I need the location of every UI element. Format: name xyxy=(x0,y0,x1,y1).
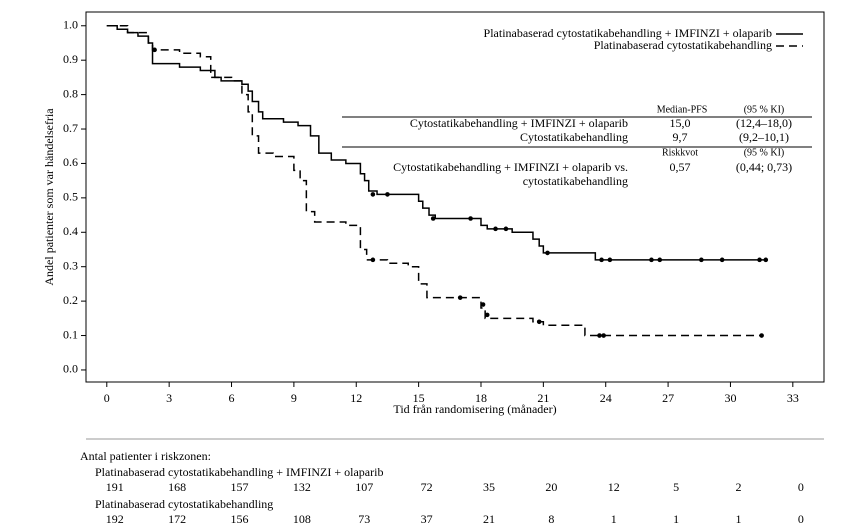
censor-mark xyxy=(536,319,542,325)
risk-count: 72 xyxy=(421,480,433,494)
risk-count: 132 xyxy=(293,480,311,494)
risk-count: 20 xyxy=(545,480,557,494)
x-axis-title: Tid från randomisering (månader) xyxy=(393,402,556,416)
risk-count: 5 xyxy=(673,480,679,494)
censor-mark xyxy=(649,257,654,263)
table-cell: (0,44; 0,73) xyxy=(736,160,792,174)
table-header: Riskkvot xyxy=(662,147,698,158)
y-tick-label: 1.0 xyxy=(63,18,78,32)
x-tick-label: 30 xyxy=(724,391,736,405)
risk-count: 35 xyxy=(483,480,495,494)
censor-mark xyxy=(757,257,762,263)
y-tick-label: 0.0 xyxy=(63,362,78,376)
legend-label: Platinabaserad cytostatikabehandling xyxy=(594,38,772,52)
censor-mark xyxy=(657,257,663,263)
km-curve xyxy=(106,25,766,261)
censor-mark xyxy=(759,333,764,338)
risk-count: 192 xyxy=(106,512,124,526)
censor-mark xyxy=(763,257,769,263)
risk-count: 168 xyxy=(168,480,186,494)
risk-count: 1 xyxy=(673,512,679,526)
censor-mark xyxy=(370,192,376,197)
risk-group-name: Platinabaserad cytostatikabehandling + I… xyxy=(95,465,383,479)
censor-mark xyxy=(545,250,550,256)
y-tick-label: 0.8 xyxy=(63,86,78,100)
table-cell: Cytostatikabehandling + IMFINZI + olapar… xyxy=(410,116,628,130)
x-tick-label: 24 xyxy=(600,391,612,405)
risk-count: 73 xyxy=(358,512,370,526)
y-tick-label: 0.5 xyxy=(63,190,78,204)
risk-count: 1 xyxy=(735,512,741,526)
x-tick-label: 6 xyxy=(229,391,235,405)
censor-mark xyxy=(719,257,725,263)
y-tick-label: 0.2 xyxy=(63,293,78,307)
censor-mark xyxy=(370,257,376,263)
table-header: Median-PFS xyxy=(657,104,708,115)
risk-count: 0 xyxy=(798,512,804,526)
risk-group-name: Platinabaserad cytostatikabehandling xyxy=(95,497,273,511)
table-cell: (9,2–10,1) xyxy=(739,130,789,144)
table-header: (95 % KI) xyxy=(744,104,785,115)
risk-count: 2 xyxy=(735,480,741,494)
censor-mark xyxy=(607,257,613,263)
censor-mark xyxy=(468,216,473,221)
censor-mark xyxy=(503,226,509,232)
censor-mark xyxy=(457,295,463,300)
x-tick-label: 12 xyxy=(350,391,362,405)
y-tick-label: 0.7 xyxy=(63,121,78,135)
censor-mark xyxy=(699,257,704,263)
y-axis-title: Andel patienter som var händelsefria xyxy=(42,108,56,286)
censor-mark xyxy=(385,192,390,197)
risk-count: 156 xyxy=(231,512,249,526)
risk-count: 37 xyxy=(421,512,433,526)
table-cell: Cytostatikabehandling xyxy=(520,130,628,144)
censor-mark xyxy=(597,333,602,338)
censor-mark xyxy=(480,302,486,307)
y-tick-label: 0.1 xyxy=(63,327,78,341)
table-header: (95 % KI) xyxy=(744,147,785,158)
censor-mark xyxy=(493,226,498,232)
legend-label: Platinabaserad cytostatikabehandling + I… xyxy=(484,26,772,40)
table-cell: Cytostatikabehandling + IMFINZI + olapar… xyxy=(393,160,628,174)
risk-count: 157 xyxy=(231,480,249,494)
table-cell: 9,7 xyxy=(673,130,688,144)
x-tick-label: 0 xyxy=(104,391,110,405)
risk-count: 8 xyxy=(548,512,554,526)
risk-count: 21 xyxy=(483,512,495,526)
x-tick-label: 27 xyxy=(662,391,674,405)
x-tick-label: 9 xyxy=(291,391,297,405)
y-tick-label: 0.6 xyxy=(63,155,78,169)
y-tick-label: 0.3 xyxy=(63,258,78,272)
censor-mark xyxy=(484,312,490,318)
censor-mark xyxy=(601,333,606,338)
x-tick-label: 18 xyxy=(475,391,487,405)
risk-count: 0 xyxy=(798,480,804,494)
x-tick-label: 33 xyxy=(787,391,799,405)
risk-count: 1 xyxy=(611,512,617,526)
y-tick-label: 0.4 xyxy=(63,224,78,238)
table-cell: 15,0 xyxy=(670,116,691,130)
table-cell: cytostatikabehandling xyxy=(523,174,628,188)
risk-title: Antal patienter i riskzonen: xyxy=(80,449,211,463)
plot-frame xyxy=(85,11,825,383)
risk-count: 107 xyxy=(355,480,373,494)
y-tick-label: 0.9 xyxy=(63,52,78,66)
x-tick-label: 3 xyxy=(166,391,172,405)
x-tick-label: 21 xyxy=(537,391,549,405)
censor-mark xyxy=(430,216,436,221)
table-cell: (12,4–18,0) xyxy=(736,116,792,130)
x-tick-label: 15 xyxy=(413,391,425,405)
censor-mark xyxy=(599,257,604,263)
risk-count: 108 xyxy=(293,512,311,526)
risk-count: 191 xyxy=(106,480,124,494)
table-cell: 0,57 xyxy=(670,160,691,174)
risk-count: 12 xyxy=(608,480,620,494)
risk-count: 172 xyxy=(168,512,186,526)
km-curve xyxy=(106,25,762,337)
censor-mark xyxy=(152,47,157,53)
